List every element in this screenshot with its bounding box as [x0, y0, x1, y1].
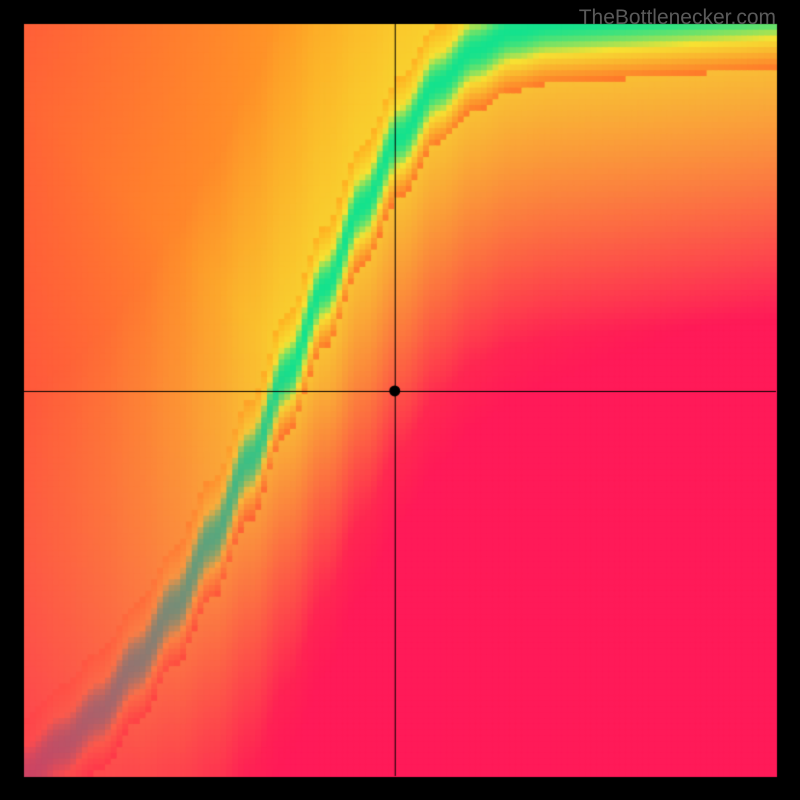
chart-container: { "watermark": { "text": "TheBottlenecke…	[0, 0, 800, 800]
heatmap-canvas	[0, 0, 800, 800]
watermark-text: TheBottlenecker.com	[579, 6, 776, 30]
